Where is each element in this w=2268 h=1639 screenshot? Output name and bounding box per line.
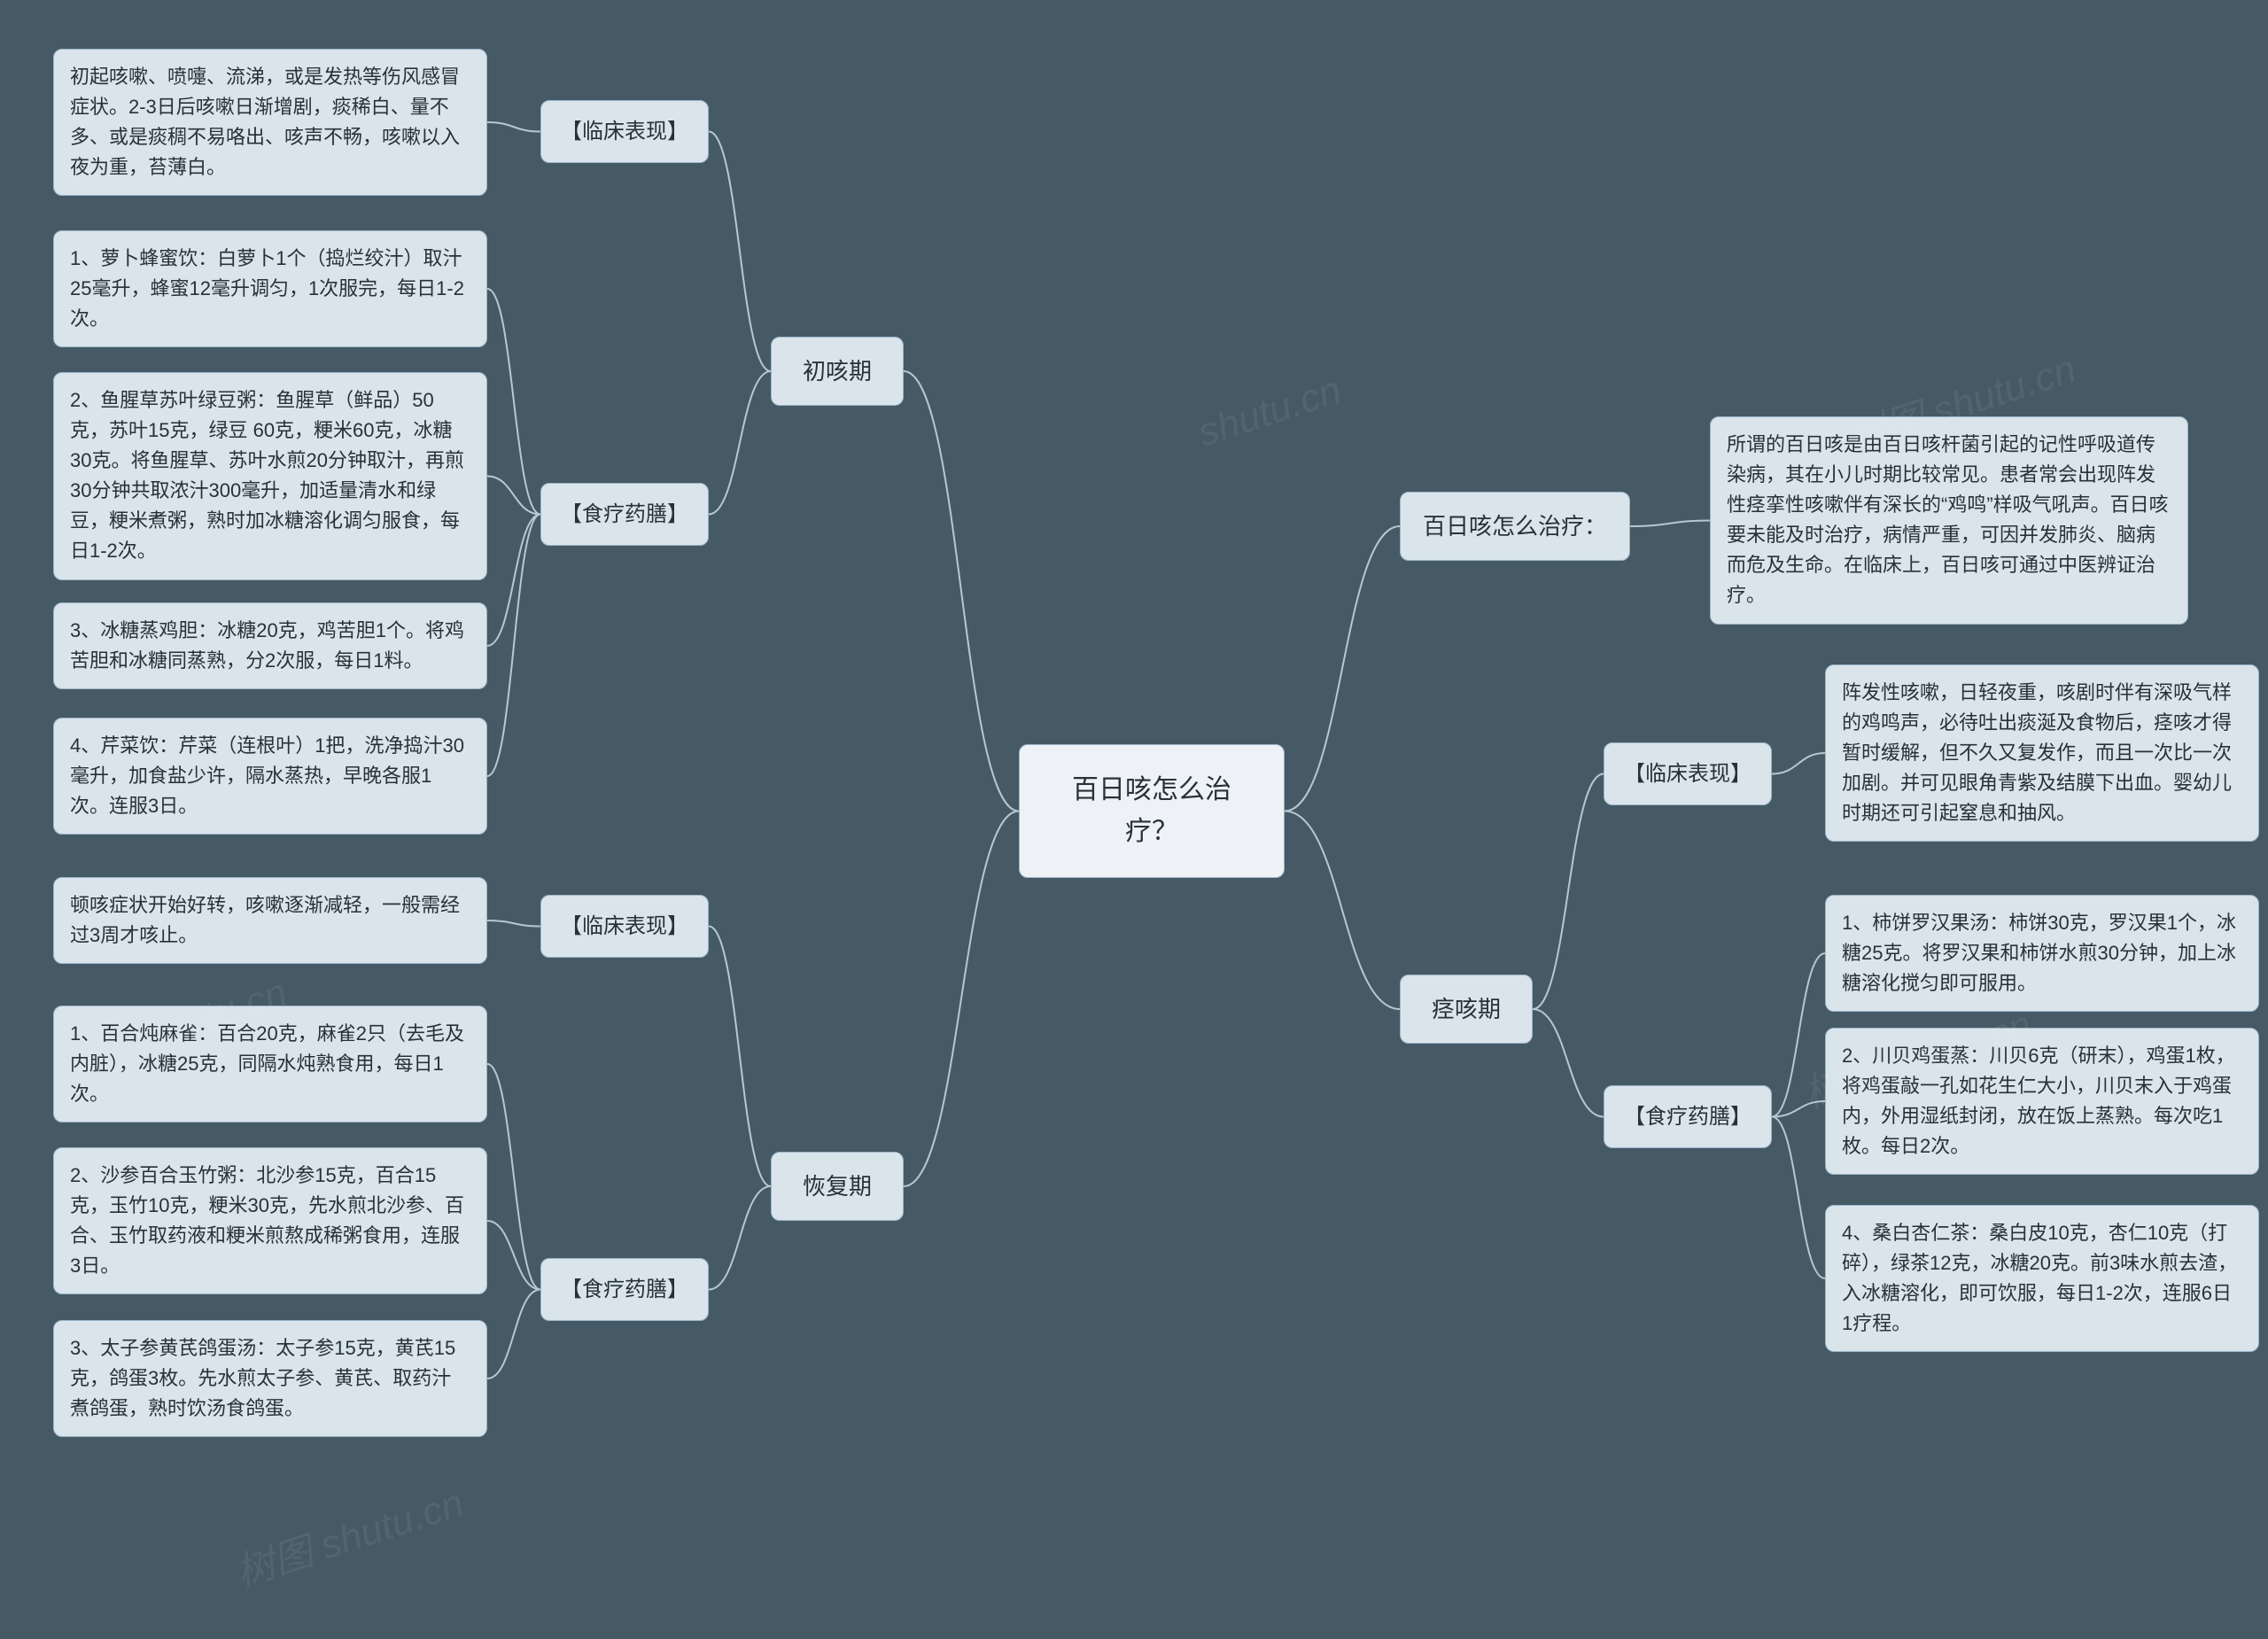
leaf-spasm-clinical: 阵发性咳嗽，日轻夜重，咳剧时伴有深吸气样的鸡鸣声，必待吐出痰涎及食物后，痉咳才得… <box>1825 664 2259 842</box>
leaf-initial-diet-3: 3、冰糖蒸鸡胆：冰糖20克，鸡苦胆1个。将鸡苦胆和冰糖同蒸熟，分2次服，每日1料… <box>53 602 487 689</box>
branch-initial-stage: 初咳期 <box>771 337 904 406</box>
leaf-initial-clinical: 初起咳嗽、喷嚏、流涕，或是发热等伤风感冒症状。2-3日后咳嗽日渐增剧，痰稀白、量… <box>53 49 487 196</box>
leaf-recovery-clinical: 顿咳症状开始好转，咳嗽逐渐减轻，一般需经过3周才咳止。 <box>53 877 487 964</box>
branch-recovery-stage: 恢复期 <box>771 1152 904 1221</box>
leaf-spasm-diet-2: 2、川贝鸡蛋蒸：川贝6克（研末），鸡蛋1枚，将鸡蛋敲一孔如花生仁大小，川贝末入于… <box>1825 1028 2259 1175</box>
mindmap-root: 百日咳怎么治疗？ <box>1019 744 1285 878</box>
leaf-initial-diet-1: 1、萝卜蜂蜜饮：白萝卜1个（捣烂绞汁）取汁25毫升，蜂蜜12毫升调匀，1次服完，… <box>53 230 487 347</box>
leaf-spasm-diet-1: 1、柿饼罗汉果汤：柿饼30克，罗汉果1个，冰糖25克。将罗汉果和柿饼水煎30分钟… <box>1825 895 2259 1012</box>
branch-how-to-treat: 百日咳怎么治疗： <box>1400 492 1630 561</box>
leaf-intro: 所谓的百日咳是由百日咳杆菌引起的记性呼吸道传染病，其在小儿时期比较常见。患者常会… <box>1710 416 2188 625</box>
leaf-initial-diet-4: 4、芹菜饮：芹菜（连根叶）1把，洗净捣汁30毫升，加食盐少许，隔水蒸热，早晚各服… <box>53 718 487 835</box>
leaf-recovery-diet-2: 2、沙参百合玉竹粥：北沙参15克，百合15克，玉竹10克，粳米30克，先水煎北沙… <box>53 1147 487 1294</box>
branch-spasm-stage: 痉咳期 <box>1400 975 1533 1044</box>
cat-initial-clinical: 【临床表现】 <box>540 100 709 163</box>
leaf-initial-diet-2: 2、鱼腥草苏叶绿豆粥：鱼腥草（鲜品）50克，苏叶15克，绿豆 60克，粳米60克… <box>53 372 487 580</box>
cat-spasm-diet: 【食疗药膳】 <box>1604 1085 1772 1148</box>
leaf-spasm-diet-3: 4、桑白杏仁茶：桑白皮10克，杏仁10克（打碎），绿茶12克，冰糖20克。前3味… <box>1825 1205 2259 1352</box>
cat-spasm-clinical: 【临床表现】 <box>1604 742 1772 805</box>
cat-recovery-clinical: 【临床表现】 <box>540 895 709 958</box>
watermark: 树图 shutu.cn <box>228 1471 470 1597</box>
leaf-recovery-diet-1: 1、百合炖麻雀：百合20克，麻雀2只（去毛及内脏），冰糖25克，同隔水炖熟食用，… <box>53 1006 487 1122</box>
leaf-recovery-diet-3: 3、太子参黄芪鸽蛋汤：太子参15克，黄芪15克，鸽蛋3枚。先水煎太子参、黄芪、取… <box>53 1320 487 1437</box>
watermark: shutu.cn <box>1192 369 1347 456</box>
cat-initial-diet: 【食疗药膳】 <box>540 483 709 546</box>
cat-recovery-diet: 【食疗药膳】 <box>540 1258 709 1321</box>
